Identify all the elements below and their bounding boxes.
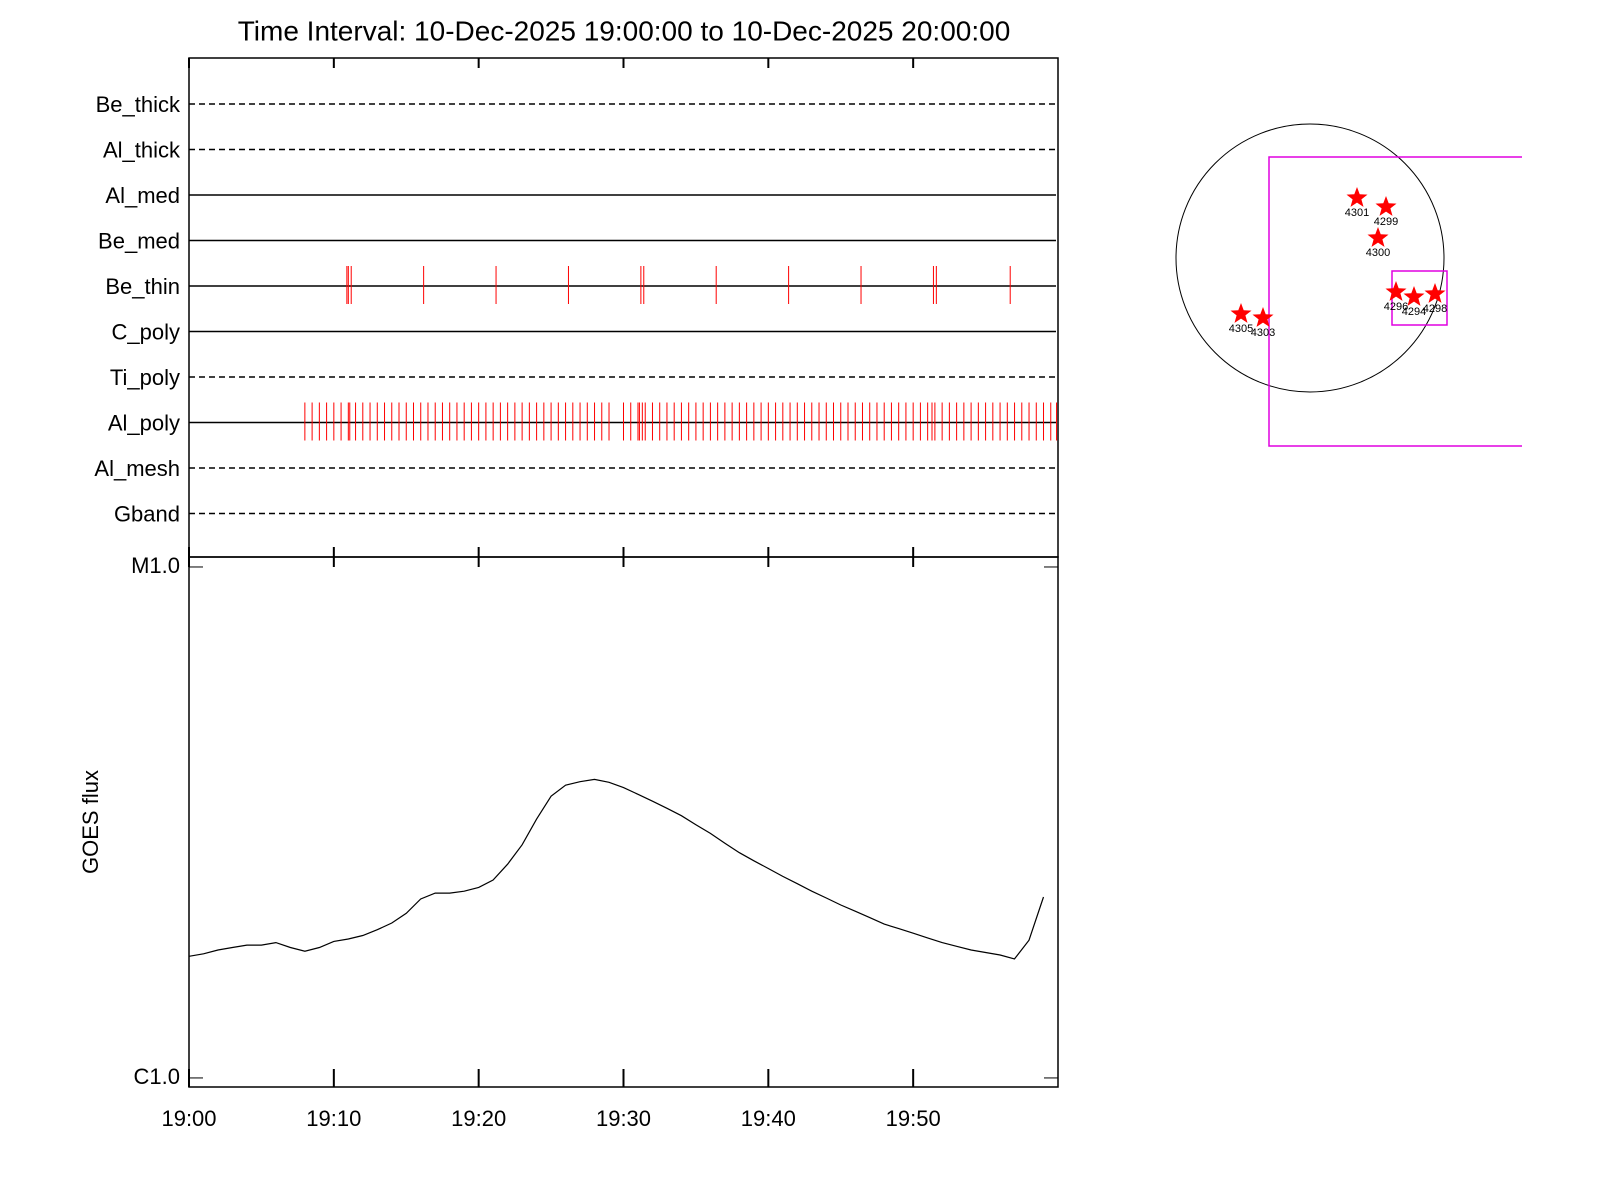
- active-region-star: [1252, 307, 1274, 327]
- flux-panel-frame: [188, 556, 1059, 1088]
- field-of-view: [1268, 156, 1522, 447]
- active-region-star: [1367, 227, 1389, 247]
- active-region-label: 4298: [1423, 303, 1447, 315]
- active-region-star: [1346, 187, 1368, 207]
- x-tick-label: 19:20: [451, 1106, 506, 1131]
- active-region-label: 4300: [1366, 247, 1390, 259]
- active-region-label: 4299: [1374, 216, 1398, 228]
- channel-label: Ti_poly: [110, 365, 180, 390]
- active-region-label: 4294: [1402, 306, 1426, 318]
- channel-label: Be_thick: [96, 92, 181, 117]
- active-region-star: [1385, 281, 1407, 301]
- active-region-star: [1230, 303, 1252, 323]
- channel-label: C_poly: [112, 319, 180, 344]
- chart-title: Time Interval: 10-Dec-2025 19:00:00 to 1…: [238, 15, 1011, 46]
- channel-label: Al_poly: [108, 410, 180, 435]
- active-region-label: 4296: [1384, 301, 1408, 313]
- active-region-star: [1424, 283, 1446, 303]
- channel-label: Al_thick: [103, 137, 181, 162]
- channel-label: Al_mesh: [94, 456, 180, 481]
- x-tick-label: 19:30: [596, 1106, 651, 1131]
- active-region-label: 4305: [1229, 323, 1253, 335]
- x-tick-label: 19:40: [741, 1106, 796, 1131]
- event-panel-frame: [188, 57, 1059, 558]
- active-region-label: 4301: [1345, 207, 1369, 219]
- y-tick-label: M1.0: [131, 553, 180, 578]
- x-tick-label: 19:00: [161, 1106, 216, 1131]
- active-region-star: [1403, 286, 1425, 306]
- channel-label: Be_med: [98, 228, 180, 253]
- channel-label: Gband: [114, 501, 180, 526]
- x-tick-label: 19:50: [886, 1106, 941, 1131]
- channel-label: Al_med: [105, 183, 180, 208]
- active-region-label: 4303: [1251, 327, 1275, 339]
- y-axis-label: GOES flux: [78, 770, 103, 874]
- solar-disk: [1175, 123, 1445, 393]
- y-tick-label: C1.0: [134, 1064, 180, 1089]
- channel-label: Be_thin: [105, 274, 180, 299]
- x-tick-label: 19:10: [306, 1106, 361, 1131]
- flux-line: [188, 778, 1045, 960]
- active-region-star: [1375, 196, 1397, 216]
